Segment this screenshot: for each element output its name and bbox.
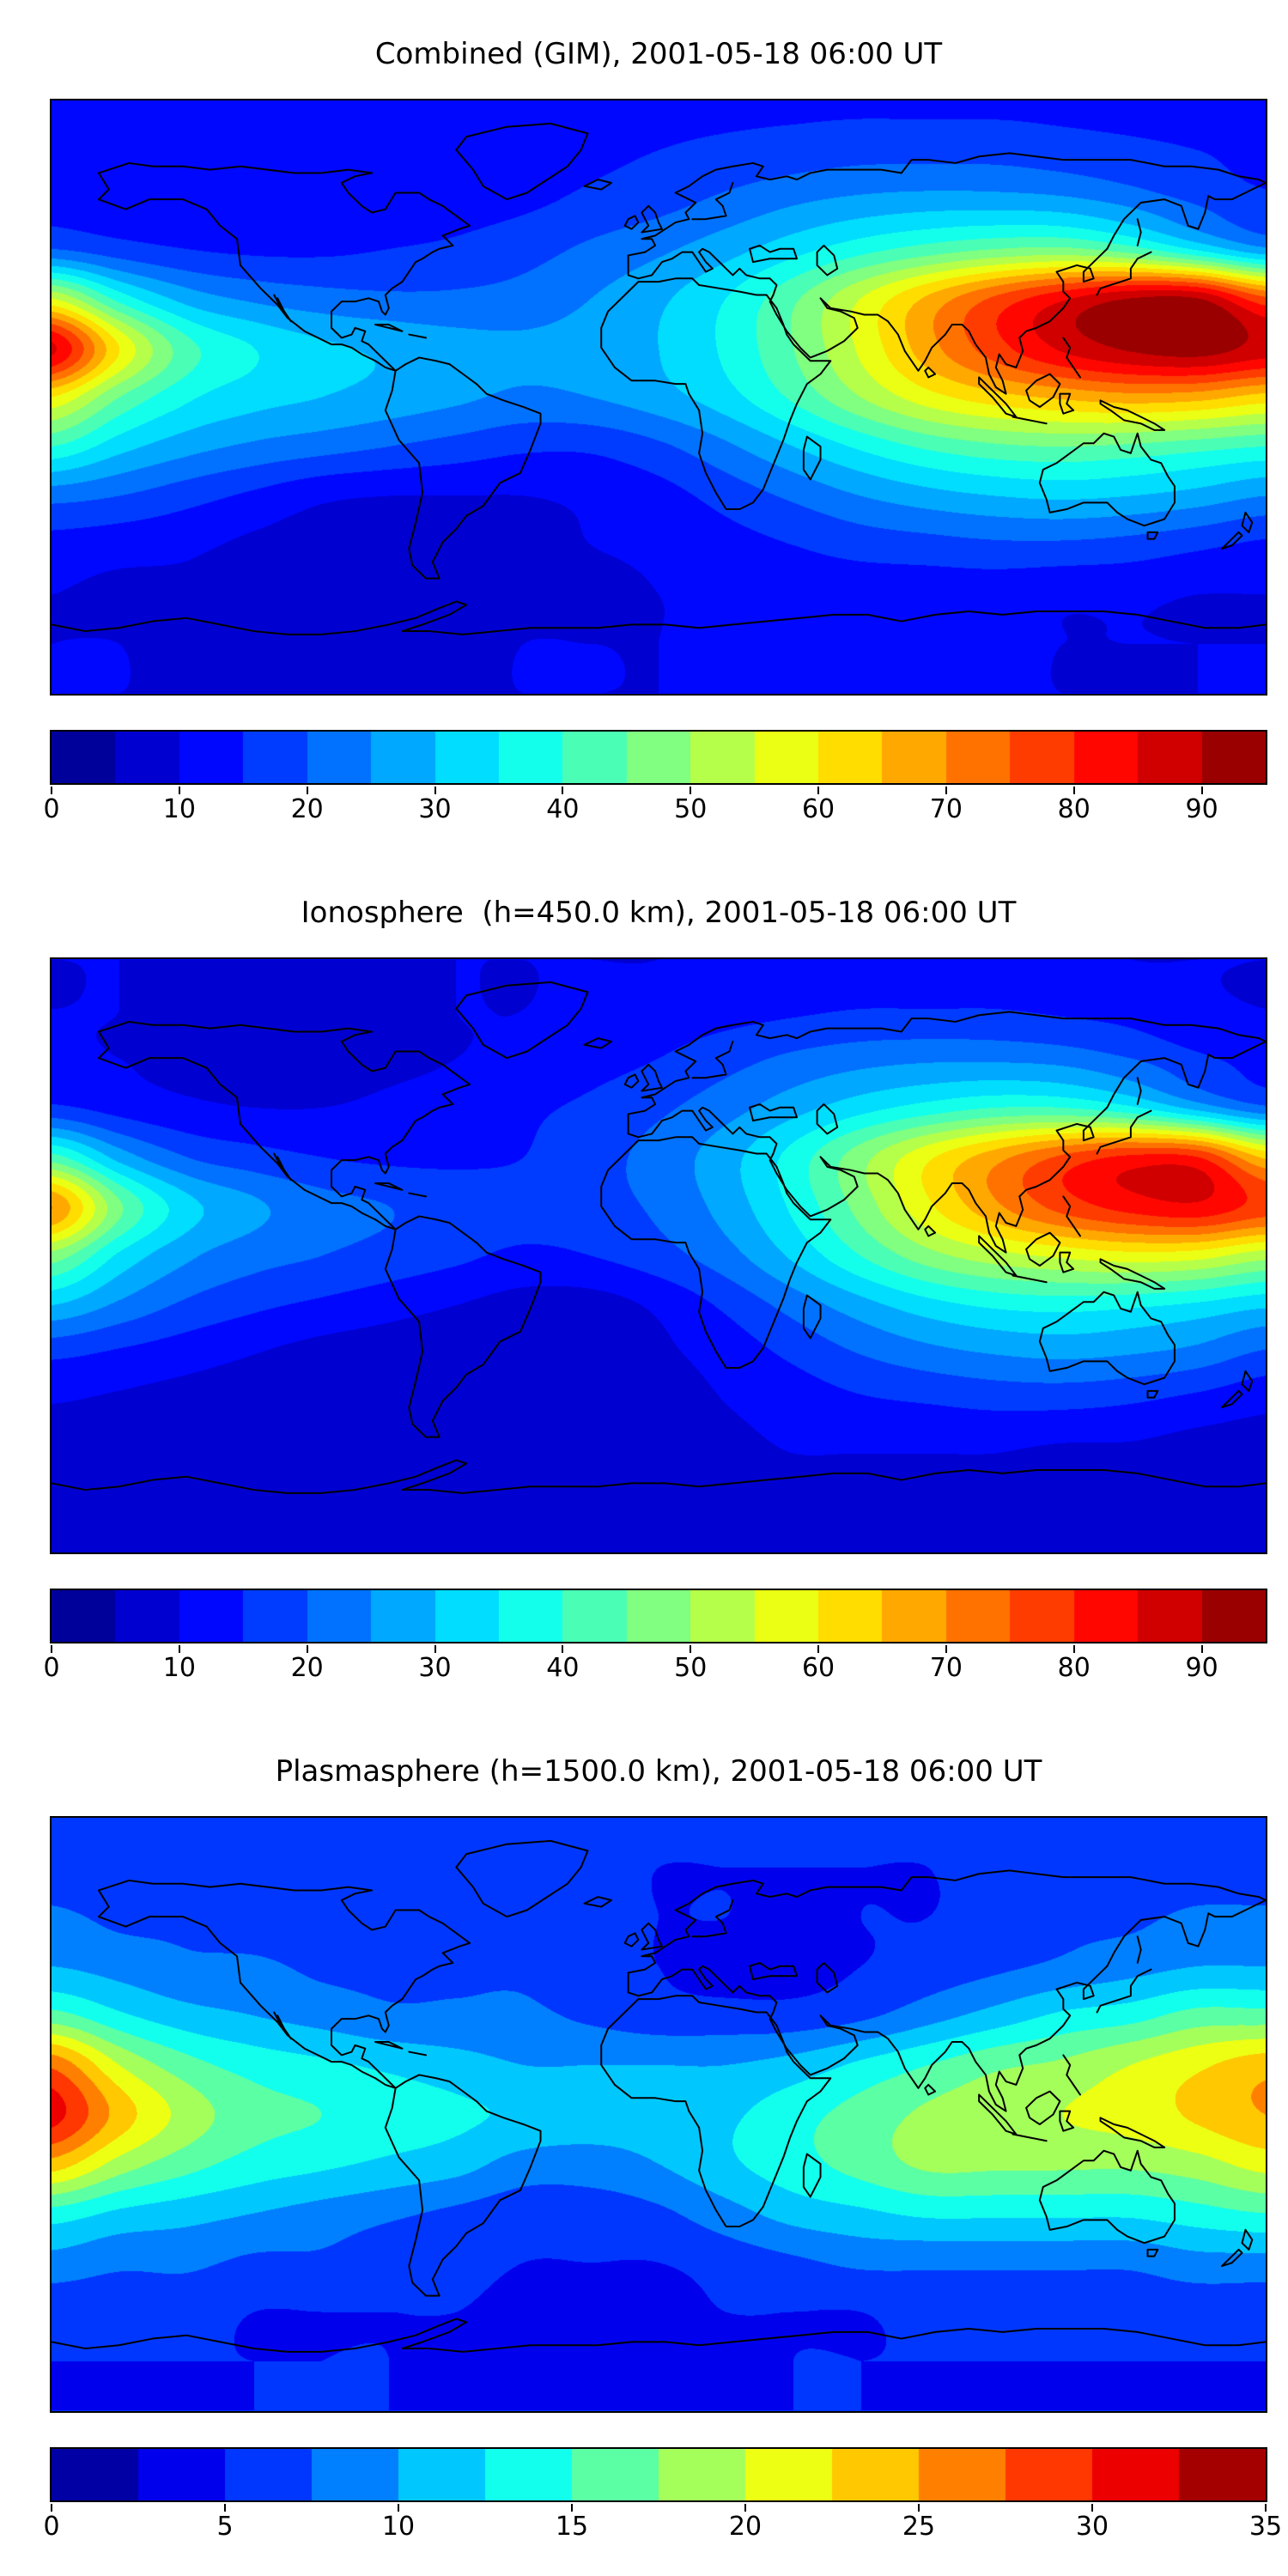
coastline-path: [52, 982, 1266, 1493]
colorbar-tick-label: 20: [728, 2512, 762, 2542]
colorbar-tick: [817, 787, 820, 794]
colorbar-tick-label: 80: [1057, 1653, 1091, 1683]
colorbar-canvas-plasmasphere: [52, 2449, 1266, 2500]
colorbar-ticks-ionosphere: 0 10 20 30 40 50 60 70 80 90: [43, 1645, 1267, 1685]
colorbar-tick-label: 10: [162, 1653, 196, 1683]
coastlines-overlay: [52, 1818, 1266, 2411]
colorbar-tick-label: 60: [801, 1653, 835, 1683]
colorbar-tick-label: 0: [43, 794, 60, 824]
colorbar-tick-label: 40: [546, 794, 580, 824]
colorbar-tick: [744, 2504, 746, 2512]
colorbar-tick: [690, 787, 692, 794]
colorbar-tick: [817, 1645, 820, 1653]
colorbar-combined: [50, 730, 1267, 785]
panel-ionosphere: Ionosphere (h=450.0 km), 2001-05-18 06:0…: [0, 859, 1288, 1717]
colorbar-ionosphere: [50, 1589, 1267, 1643]
coastline-path: [52, 1841, 1266, 2352]
colorbar-tick: [562, 787, 564, 794]
colorbar-tick-label: 40: [546, 1653, 580, 1683]
colorbar-tick: [51, 787, 52, 794]
colorbar-tick-label: 0: [43, 1653, 60, 1683]
panel-title-ionosphere: Ionosphere (h=450.0 km), 2001-05-18 06:0…: [301, 896, 1017, 930]
colorbar-plasmasphere: [50, 2447, 1267, 2502]
coastlines-overlay: [52, 100, 1266, 694]
colorbar-tick: [690, 1645, 692, 1653]
colorbar-tick: [434, 1645, 436, 1653]
colorbar-tick: [562, 1645, 564, 1653]
colorbar-tick: [1091, 2504, 1093, 2512]
colorbar-tick-label: 90: [1185, 794, 1218, 824]
colorbar-tick-label: 35: [1249, 2512, 1283, 2542]
colorbar-tick-label: 70: [929, 794, 963, 824]
colorbar-tick-label: 70: [929, 1653, 963, 1683]
colorbar-tick-label: 10: [162, 794, 196, 824]
colorbar-tick: [1200, 787, 1203, 794]
colorbar-tick-label: 60: [801, 794, 835, 824]
colorbar-tick-label: 25: [902, 2512, 936, 2542]
panel-title-combined: Combined (GIM), 2001-05-18 06:00 UT: [374, 37, 943, 71]
colorbar-ticks-plasmasphere: 0 5 10 15 20 25 30 35: [43, 2504, 1282, 2543]
colorbar-tick: [945, 1645, 947, 1653]
colorbar-tick-label: 10: [381, 2512, 416, 2542]
panel-combined: Combined (GIM), 2001-05-18 06:00 UT 0 10 2…: [0, 0, 1288, 859]
colorbar-tick: [224, 2504, 226, 2512]
colorbar-tick: [1200, 1645, 1203, 1653]
colorbar-tick: [571, 2504, 573, 2512]
heatmap-canvas-combined: [52, 100, 1266, 694]
colorbar-tick-label: 15: [555, 2512, 589, 2542]
colorbar-tick-label: 5: [216, 2512, 234, 2542]
panel-plasmasphere: Plasmasphere (h=1500.0 km), 2001-05-18 0…: [0, 1717, 1288, 2576]
colorbar-canvas-ionosphere: [52, 1590, 1266, 1642]
colorbar-canvas-combined: [52, 732, 1266, 783]
colorbar-tick: [1072, 1645, 1075, 1653]
colorbar-tick-label: 20: [290, 1653, 324, 1683]
colorbar-tick-label: 30: [418, 1653, 452, 1683]
map-combined: [50, 99, 1267, 696]
coastline-path: [52, 124, 1266, 635]
colorbar-tick: [306, 787, 308, 794]
colorbar-tick: [918, 2504, 920, 2512]
colorbar-tick: [178, 787, 180, 794]
colorbar-tick: [51, 2504, 52, 2512]
colorbar-tick: [1072, 787, 1075, 794]
coastlines-overlay: [52, 959, 1266, 1552]
colorbar-tick: [945, 787, 947, 794]
colorbar-tick-label: 80: [1057, 794, 1091, 824]
colorbar-tick-label: 50: [674, 794, 708, 824]
colorbar-tick-label: 0: [43, 2512, 60, 2542]
panel-title-plasmasphere: Plasmasphere (h=1500.0 km), 2001-05-18 0…: [275, 1754, 1042, 1789]
colorbar-tick: [51, 1645, 52, 1653]
colorbar-tick-label: 20: [290, 794, 324, 824]
colorbar-tick: [306, 1645, 308, 1653]
colorbar-tick-label: 90: [1185, 1653, 1218, 1683]
heatmap-canvas-plasmasphere: [52, 1818, 1266, 2411]
colorbar-tick: [1265, 2504, 1267, 2512]
colorbar-ticks-combined: 0 10 20 30 40 50 60 70 80 90: [43, 787, 1267, 826]
colorbar-tick-label: 30: [418, 794, 452, 824]
heatmap-canvas-ionosphere: [52, 959, 1266, 1552]
colorbar-tick: [178, 1645, 180, 1653]
colorbar-tick-label: 50: [674, 1653, 708, 1683]
map-ionosphere: [50, 957, 1267, 1554]
colorbar-tick: [434, 787, 436, 794]
map-plasmasphere: [50, 1816, 1267, 2413]
colorbar-tick-label: 30: [1075, 2512, 1109, 2542]
colorbar-tick: [398, 2504, 399, 2512]
